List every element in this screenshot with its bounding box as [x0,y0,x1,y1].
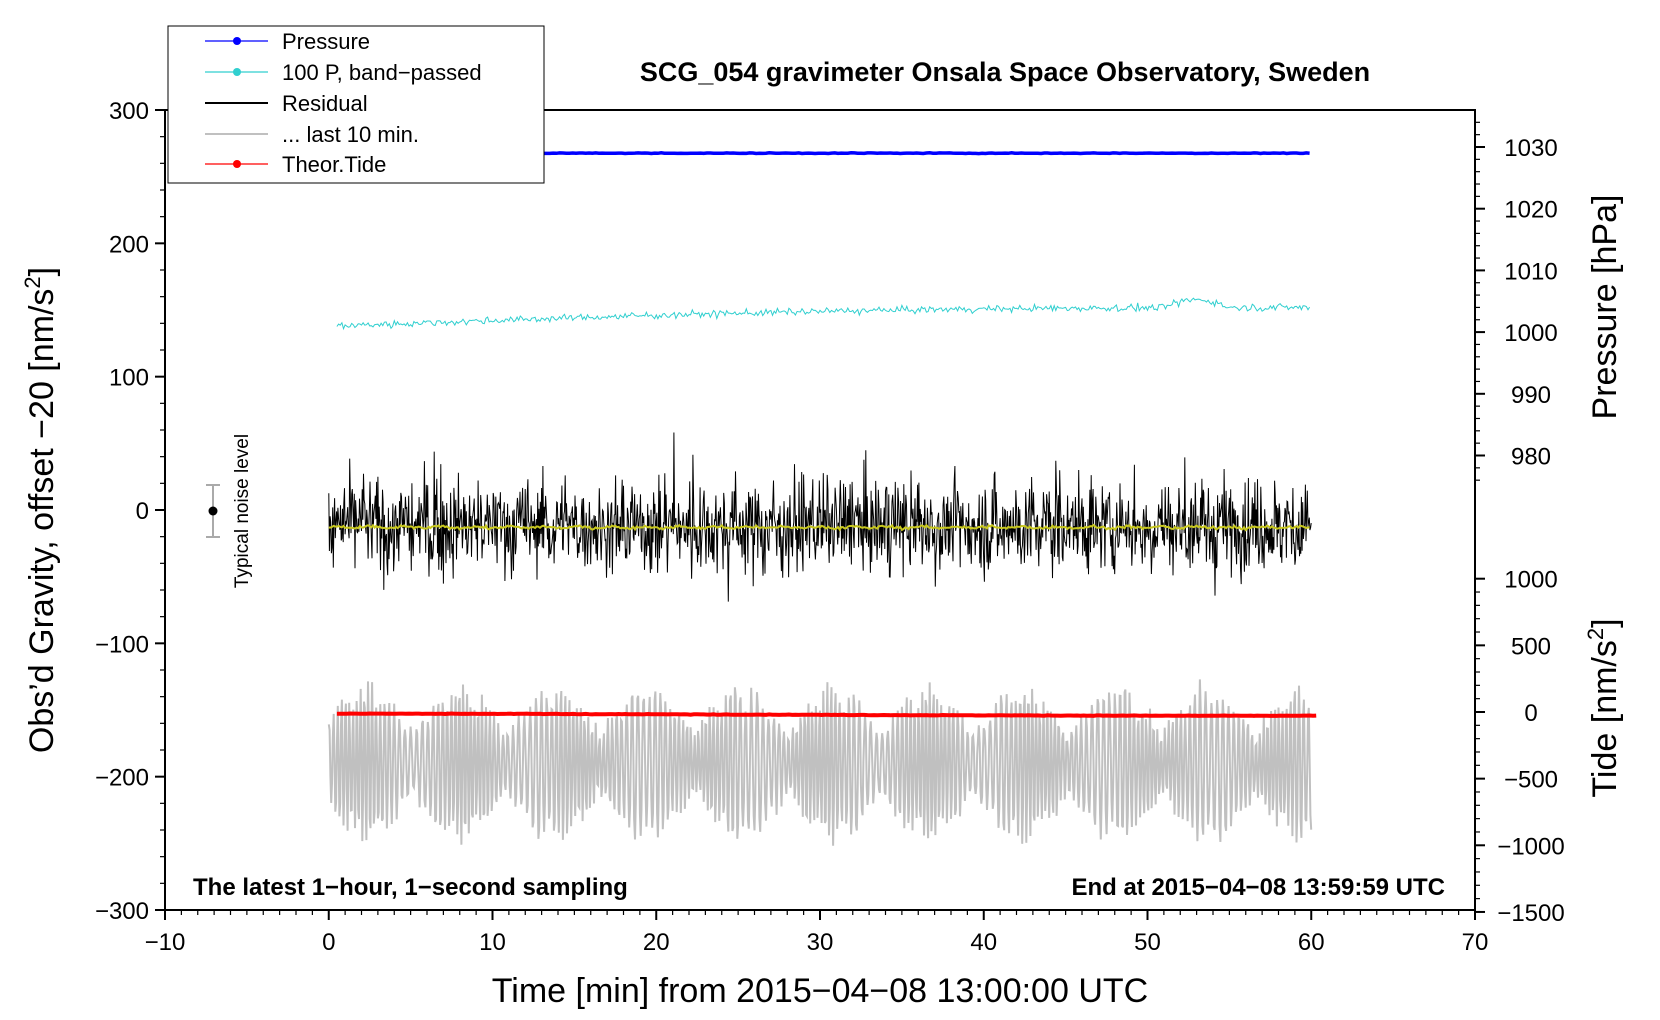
y-tick-label: −200 [95,765,149,792]
tide-axis-title: Tide [nm/s2] [1583,618,1624,797]
pressure-tick-label: 1010 [1504,258,1557,285]
legend-marker-bandpassed [233,68,241,76]
series-residual-line [328,432,1312,602]
legend-marker-tide [233,160,241,168]
series-last-10-min-line [327,679,1313,846]
pressure-tick-label: 980 [1511,444,1551,471]
legend-label-bandpassed: 100 P, band−passed [282,60,482,85]
left-axis-title-main: Obs’d Gravity, offset −20 [nm/s [23,289,61,754]
axes-layer: −10 0 10 20 30 40 50 60 70−300−200−1000100200300… [95,98,1565,956]
y-tick-label: 100 [109,365,149,392]
legend: Pressure 100 P, band−passed Residual ...… [167,25,545,184]
x-tick-label: 60 [1298,929,1325,956]
pressure-tick-label: 1000 [1504,320,1557,347]
x-tick-label: −10 [145,929,186,956]
pressure-tick-label: 1030 [1504,135,1557,162]
x-tick-label: 0 [322,929,335,956]
annotation-sampling: The latest 1−hour, 1−second sampling [193,874,628,901]
pressure-tick-label: 1020 [1504,197,1557,224]
left-axis-title-end: ] [23,267,61,276]
tide-axis-title-main: Tide [nm/s [1586,640,1624,797]
y-tick-label: 300 [109,98,149,125]
x-tick-label: 20 [643,929,670,956]
tide-tick-label: −1500 [1497,900,1564,927]
tide-tick-label: −1000 [1497,833,1564,860]
tide-axis-title-end: ] [1586,618,1624,627]
noise-indicator: Typical noise level [206,434,253,588]
y-tick-label: 200 [109,231,149,258]
x-tick-label: 30 [807,929,834,956]
legend-label-tide: Theor.Tide [282,152,386,177]
tide-tick-label: 1000 [1504,567,1557,594]
x-tick-label: 40 [970,929,997,956]
tide-tick-label: −500 [1504,767,1558,794]
tide-axis-title-sup: 2 [1583,628,1608,640]
x-tick-label: 70 [1462,929,1489,956]
pressure-axis-title: Pressure [hPa] [1586,195,1624,420]
legend-box [167,25,545,184]
noise-label: Typical noise level [232,434,253,588]
legend-label-residual: Residual [282,91,368,116]
pressure-tick-label: 990 [1511,382,1551,409]
chart-title: SCG_054 gravimeter Onsala Space Observat… [640,57,1370,87]
tide-tick-label: 500 [1511,633,1551,660]
x-tick-label: 10 [479,929,506,956]
legend-marker-pressure [233,37,241,45]
series-theor-tide-line [336,711,1317,718]
y-tick-label: 0 [136,498,149,525]
tide-tick-label: 0 [1524,700,1537,727]
x-axis-title: Time [min] from 2015−04−08 13:00:00 UTC [492,972,1148,1010]
y-tick-label: −100 [95,631,149,658]
series-smoothed-residual-line [328,523,1310,532]
legend-label-pressure: Pressure [282,29,370,54]
left-axis-title: Obs’d Gravity, offset −20 [nm/s2] [20,267,61,753]
legend-label-last10: ... last 10 min. [282,122,419,147]
annotation-end-time: End at 2015−04−08 13:59:59 UTC [1071,874,1445,901]
series-band-passed-line [336,297,1311,331]
x-tick-label: 50 [1134,929,1161,956]
y-tick-label: −300 [95,898,149,925]
left-axis-title-sup: 2 [20,276,45,288]
noise-bar-center [208,506,218,516]
